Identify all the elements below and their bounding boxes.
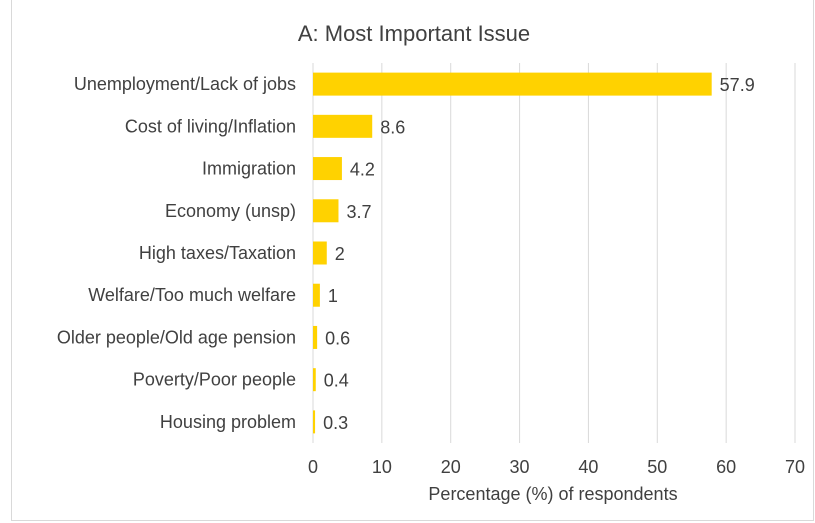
bar xyxy=(313,157,342,181)
bar xyxy=(313,283,320,307)
x-tick-label: 0 xyxy=(308,457,318,477)
x-tick-label: 50 xyxy=(647,457,667,477)
data-label: 8.6 xyxy=(380,117,405,137)
bar xyxy=(313,114,373,138)
category-labels: Unemployment/Lack of jobs Cost of living/… xyxy=(57,74,296,432)
category-label: High taxes/Taxation xyxy=(139,243,296,263)
bar xyxy=(313,368,316,392)
bar xyxy=(313,410,316,434)
x-tick-label: 40 xyxy=(578,457,598,477)
data-label: 0.4 xyxy=(324,371,349,391)
x-tick-label: 30 xyxy=(510,457,530,477)
data-label: 4.2 xyxy=(350,160,375,180)
x-tick-label: 70 xyxy=(785,457,805,477)
data-label: 2 xyxy=(335,244,345,264)
category-label: Housing problem xyxy=(160,412,296,432)
bars xyxy=(313,72,712,434)
data-label: 57.9 xyxy=(720,75,755,95)
x-tick-label: 20 xyxy=(441,457,461,477)
data-label: 3.7 xyxy=(346,202,371,222)
x-axis-title: Percentage (%) of respondents xyxy=(428,484,677,504)
data-label: 1 xyxy=(328,286,338,306)
data-label: 0.3 xyxy=(323,413,348,433)
category-label: Immigration xyxy=(202,159,296,179)
category-label: Poverty/Poor people xyxy=(133,370,296,390)
chart-title: A: Most Important Issue xyxy=(298,21,530,46)
x-tick-label: 10 xyxy=(372,457,392,477)
bar xyxy=(313,241,327,265)
category-label: Cost of living/Inflation xyxy=(125,116,296,136)
x-tick-label: 60 xyxy=(716,457,736,477)
data-label: 0.6 xyxy=(325,328,350,348)
bar xyxy=(313,325,318,349)
category-label: Older people/Old age pension xyxy=(57,327,296,347)
category-label: Welfare/Too much welfare xyxy=(88,285,296,305)
bar xyxy=(313,72,712,96)
x-tick-labels: 0 10 20 30 40 50 60 70 xyxy=(308,457,805,477)
category-label: Unemployment/Lack of jobs xyxy=(74,74,296,94)
value-labels: 57.9 8.6 4.2 3.7 2 1 0.6 0.4 0.3 xyxy=(323,75,755,433)
category-label: Economy (unsp) xyxy=(165,201,296,221)
bar xyxy=(313,199,339,223)
